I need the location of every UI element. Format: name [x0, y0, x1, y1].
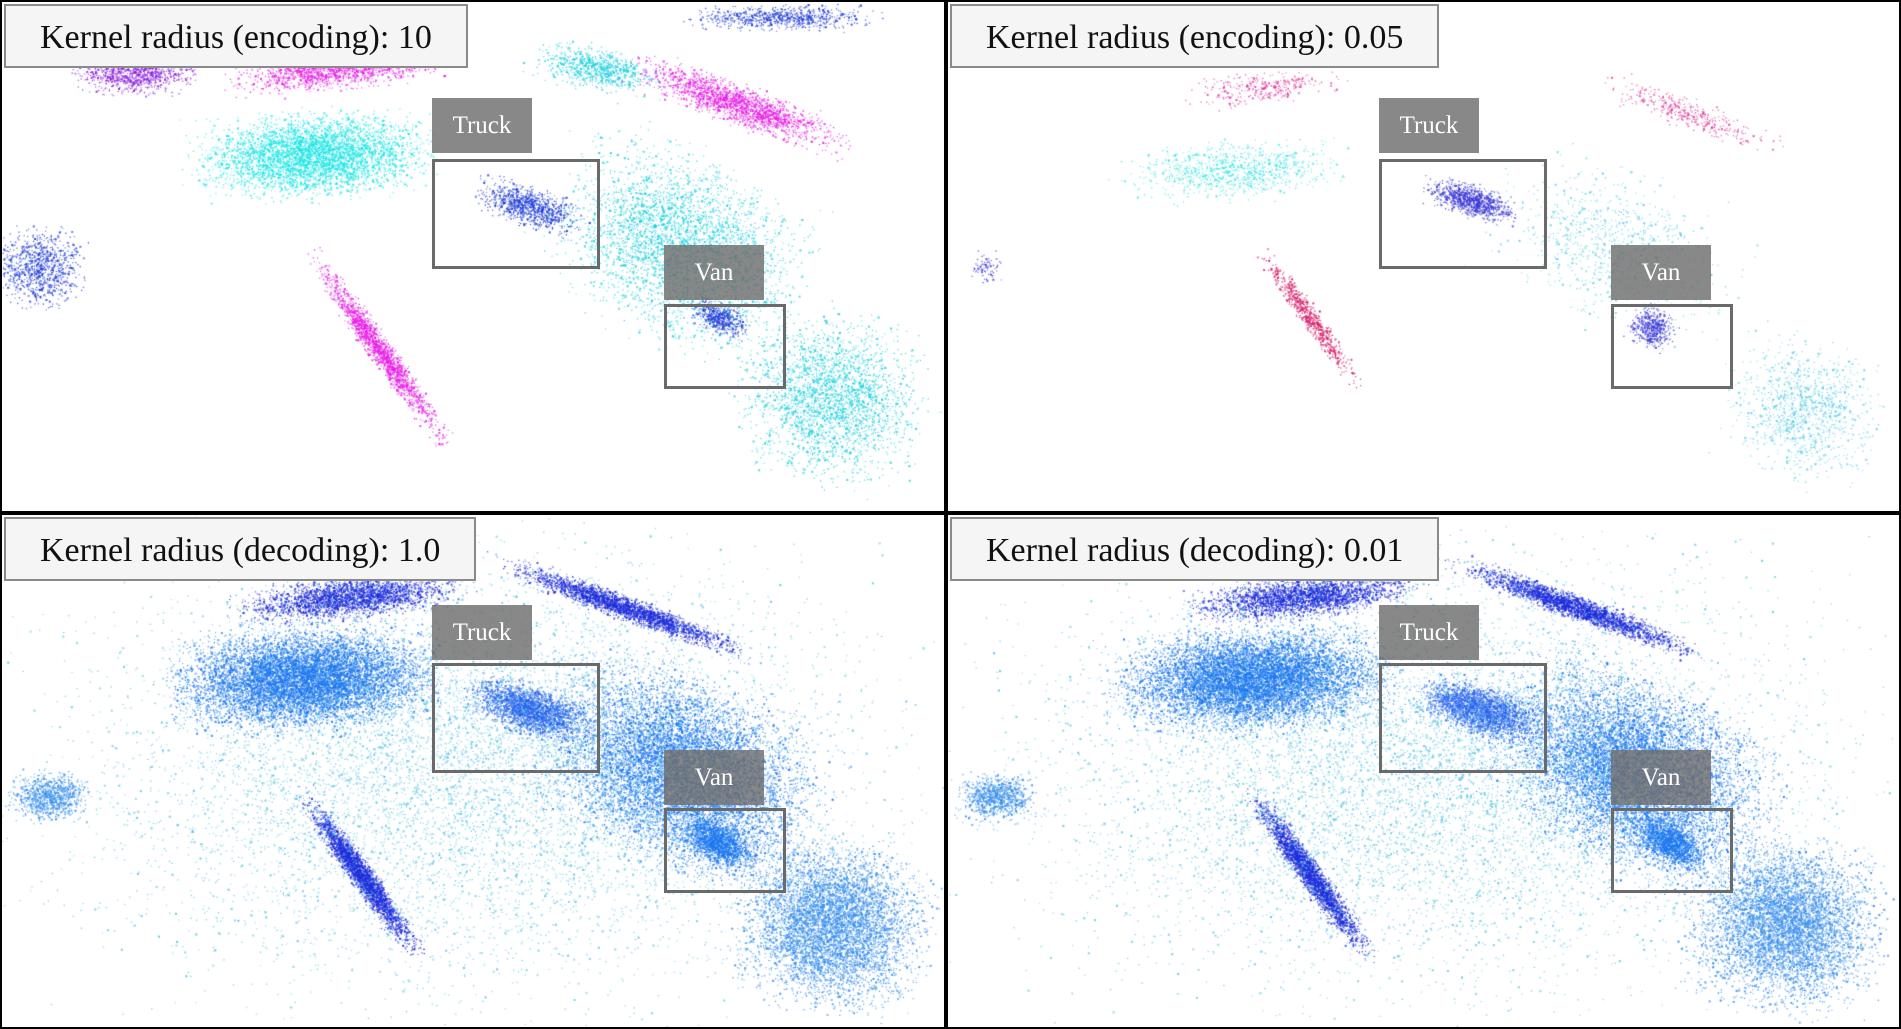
truck-bounding-box [432, 159, 600, 269]
truck-bounding-box [1379, 159, 1547, 269]
van-bounding-box [664, 808, 786, 893]
panel-title: Kernel radius (encoding): 10 [4, 4, 468, 68]
panel-decoding-radius-001: Kernel radius (decoding): 0.01 Truck Van [948, 515, 1899, 1027]
truck-label: Truck [432, 98, 532, 153]
panel-decoding-radius-1: Kernel radius (decoding): 1.0 Truck Van [2, 515, 944, 1027]
van-bounding-box [1611, 304, 1733, 389]
van-label: Van [664, 750, 764, 805]
van-bounding-box [1611, 808, 1733, 893]
truck-bounding-box [1379, 663, 1547, 773]
panel-encoding-radius-10: Kernel radius (encoding): 10 Truck Van [2, 2, 944, 511]
van-label: Van [1611, 245, 1711, 300]
truck-label: Truck [1379, 98, 1479, 153]
truck-label: Truck [1379, 605, 1479, 660]
panel-title: Kernel radius (encoding): 0.05 [950, 4, 1439, 68]
van-bounding-box [664, 304, 786, 389]
truck-label: Truck [432, 605, 532, 660]
van-label: Van [664, 245, 764, 300]
van-label: Van [1611, 750, 1711, 805]
truck-bounding-box [432, 663, 600, 773]
panel-encoding-radius-005: Kernel radius (encoding): 0.05 Truck Van [948, 2, 1899, 511]
panel-title: Kernel radius (decoding): 0.01 [950, 517, 1439, 581]
panel-title: Kernel radius (decoding): 1.0 [4, 517, 476, 581]
